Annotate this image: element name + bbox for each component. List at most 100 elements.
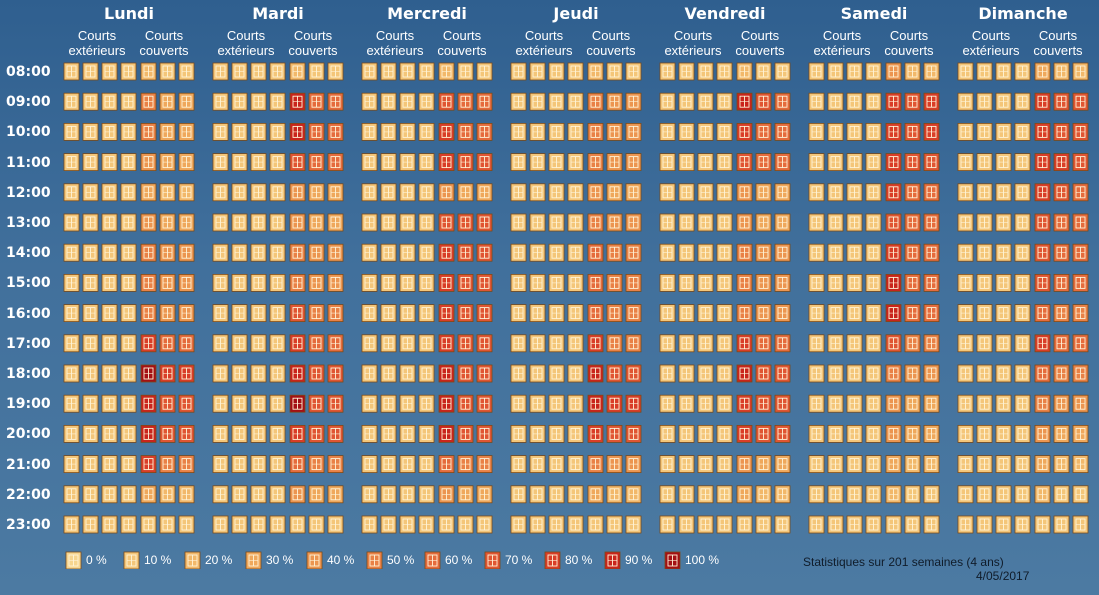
court-cell	[755, 153, 772, 172]
court-cell	[476, 364, 493, 383]
court-cell	[697, 213, 714, 232]
court-cell	[885, 515, 902, 534]
court-cell	[827, 304, 844, 323]
court-cell	[548, 485, 565, 504]
legend-court-icon	[484, 551, 501, 569]
court-cell	[82, 213, 99, 232]
court-cell	[327, 123, 344, 141]
legend-swatch	[484, 551, 501, 569]
court-cell	[1053, 243, 1070, 262]
court-cell	[438, 364, 455, 383]
hour-label: 17:00	[6, 335, 51, 352]
court-cell	[457, 183, 474, 202]
court-cell	[308, 455, 325, 474]
court-cell	[716, 515, 733, 534]
court-cell	[399, 364, 416, 383]
court-cell	[736, 92, 753, 111]
court-cell	[212, 455, 229, 474]
court-cell	[399, 213, 416, 232]
court-cell	[380, 455, 397, 474]
legend-court-icon	[544, 551, 561, 569]
court-cell	[808, 92, 825, 111]
day-title: Mercredi	[387, 4, 467, 23]
court-cell	[308, 243, 325, 262]
court-cell	[82, 62, 99, 81]
court-cell	[250, 123, 267, 141]
court-cell	[476, 304, 493, 323]
court-cell	[327, 213, 344, 232]
court-cell	[548, 455, 565, 474]
court-cell	[231, 273, 248, 292]
day-title: Mardi	[252, 4, 304, 23]
court-cell	[587, 92, 604, 111]
court-cell	[755, 123, 772, 141]
indoor-courts-header: Courts couverts	[877, 28, 941, 58]
court-cell	[957, 273, 974, 292]
court-cell	[308, 364, 325, 383]
court-cell	[1053, 213, 1070, 232]
court-cell	[736, 424, 753, 443]
court-cell	[716, 62, 733, 81]
court-cell	[587, 273, 604, 292]
court-cell	[885, 455, 902, 474]
court-cell	[476, 92, 493, 111]
court-cell	[120, 485, 137, 504]
court-cell	[808, 213, 825, 232]
court-cell	[774, 243, 791, 262]
court-cell	[529, 243, 546, 262]
court-cell	[250, 183, 267, 202]
court-cell	[476, 515, 493, 534]
court-cell	[587, 334, 604, 353]
court-cell	[904, 485, 921, 504]
indoor-courts-header: Courts couverts	[132, 28, 196, 58]
court-cell	[1053, 123, 1070, 141]
court-cell	[827, 394, 844, 413]
court-cell	[567, 213, 584, 232]
court-cell	[418, 153, 435, 172]
court-cell	[1072, 424, 1089, 443]
court-cell	[976, 62, 993, 81]
indoor-courts-header: Courts couverts	[430, 28, 494, 58]
court-cell	[250, 364, 267, 383]
court-cell	[1014, 304, 1031, 323]
court-cell	[755, 394, 772, 413]
legend-court-icon	[184, 551, 201, 569]
court-cell	[827, 334, 844, 353]
court-cell	[438, 424, 455, 443]
court-cell	[697, 334, 714, 353]
court-cell	[140, 213, 157, 232]
outdoor-courts-header: Courts extérieurs	[214, 28, 278, 58]
court-cell	[1014, 424, 1031, 443]
court-cell	[1072, 92, 1089, 111]
court-cell	[885, 123, 902, 141]
court-cell	[567, 485, 584, 504]
court-cell	[250, 62, 267, 81]
court-cell	[846, 334, 863, 353]
court-cell	[380, 485, 397, 504]
court-cell	[923, 334, 940, 353]
court-cell	[678, 515, 695, 534]
court-cell	[625, 183, 642, 202]
court-cell	[250, 213, 267, 232]
court-cell	[231, 304, 248, 323]
court-cell	[1034, 62, 1051, 81]
court-cell	[1034, 515, 1051, 534]
court-cell	[399, 183, 416, 202]
court-cell	[289, 394, 306, 413]
court-cell	[140, 394, 157, 413]
court-cell	[678, 243, 695, 262]
court-cell	[923, 153, 940, 172]
court-cell	[995, 485, 1012, 504]
court-cell	[1034, 455, 1051, 474]
court-cell	[418, 304, 435, 323]
court-cell	[774, 334, 791, 353]
court-cell	[120, 62, 137, 81]
court-cell	[606, 304, 623, 323]
court-cell	[510, 424, 527, 443]
court-cell	[923, 123, 940, 141]
court-cell	[457, 424, 474, 443]
court-cell	[885, 153, 902, 172]
court-cell	[1014, 515, 1031, 534]
court-cell	[716, 334, 733, 353]
court-cell	[327, 62, 344, 81]
